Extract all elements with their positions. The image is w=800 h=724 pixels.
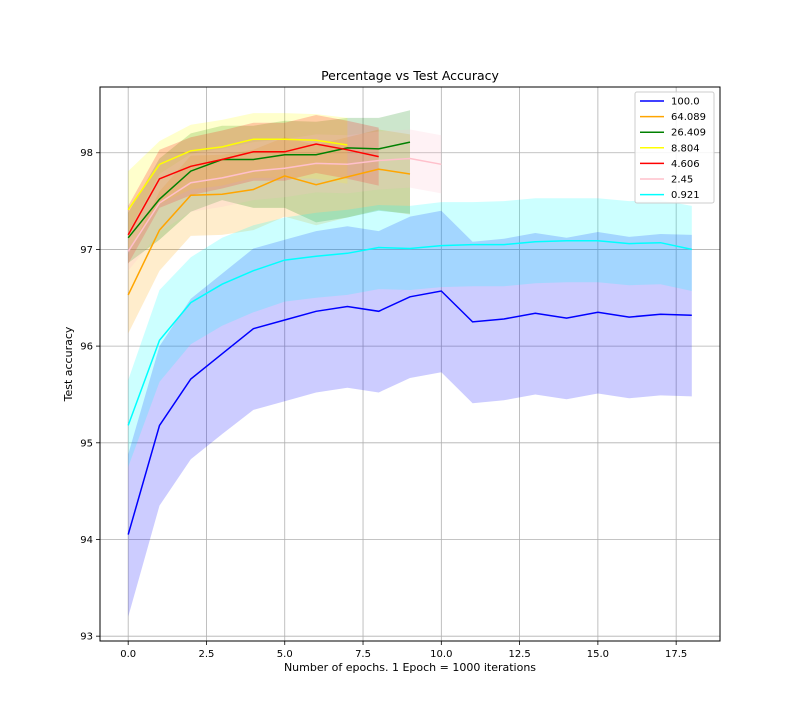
series-line-100.0 <box>127 290 692 535</box>
x-axis-label: Number of epochs. 1 Epoch = 1000 iterati… <box>284 661 536 674</box>
y-tick-label: 96 <box>80 342 93 353</box>
series-line-8.804 <box>127 138 348 211</box>
x-tick-label: 2.5 <box>199 649 215 660</box>
y-tick-label: 97 <box>80 245 93 256</box>
legend-box <box>634 91 715 204</box>
band-4.606 <box>128 115 379 264</box>
band-64.089 <box>128 129 410 334</box>
legend-label: 26.409 <box>671 128 706 139</box>
series-line-64.089 <box>127 168 411 296</box>
legend-items: 100.0 64.089 26.409 8.804 4.606 2.45 0.921 <box>640 97 706 201</box>
legend: 100.0 64.089 26.409 8.804 4.606 2.45 0.921 <box>634 91 715 204</box>
series-lines <box>127 138 692 535</box>
plot-frame <box>99 86 721 642</box>
y-tick-label: 95 <box>80 438 93 449</box>
legend-label: 4.606 <box>671 159 700 170</box>
chart-title: Percentage vs Test Accuracy <box>321 68 499 83</box>
x-axis-ticks: 0.0 2.5 5.0 7.5 10.0 12.5 15.0 17.5 <box>120 641 687 660</box>
legend-label: 0.921 <box>671 190 700 201</box>
series-line-4.606 <box>127 143 379 236</box>
x-tick-label: 15.0 <box>587 649 609 660</box>
y-axis-ticks: 93 94 95 96 97 98 <box>80 148 100 643</box>
band-100.0 <box>128 210 692 617</box>
y-axis-label: Test accuracy <box>62 326 75 402</box>
y-tick-label: 93 <box>80 632 93 643</box>
y-tick-label: 98 <box>80 148 93 159</box>
legend-label: 8.804 <box>671 143 700 154</box>
x-tick-label: 17.5 <box>665 649 687 660</box>
x-tick-label: 10.0 <box>430 649 452 660</box>
legend-label: 100.0 <box>671 97 700 108</box>
series-line-2.45 <box>127 157 442 252</box>
series-line-26.409 <box>127 141 411 239</box>
series-line-0.921 <box>127 239 692 426</box>
x-tick-label: 5.0 <box>277 649 293 660</box>
legend-label: 2.45 <box>671 175 693 186</box>
y-tick-label: 94 <box>80 535 93 546</box>
x-tick-label: 0.0 <box>120 649 136 660</box>
x-tick-label: 12.5 <box>508 649 530 660</box>
legend-label: 64.089 <box>671 112 706 123</box>
band-8.804 <box>128 113 348 250</box>
x-tick-label: 7.5 <box>355 649 371 660</box>
